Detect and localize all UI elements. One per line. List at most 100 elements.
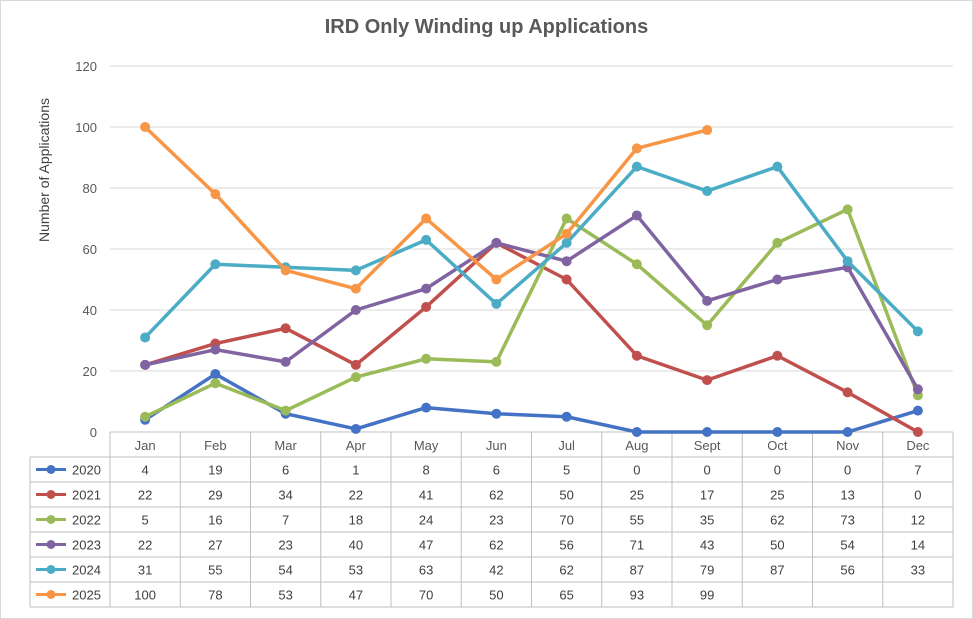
point-2022: [491, 356, 502, 367]
legend-marker: [46, 490, 56, 499]
table-cell: 41: [419, 488, 433, 503]
table-cell: 56: [559, 538, 573, 553]
series-line-2020: [143, 372, 920, 434]
table-cell: 29: [208, 488, 222, 503]
table-cell: 4: [142, 463, 149, 478]
table-cell: 23: [278, 538, 292, 553]
point-2024: [491, 298, 502, 309]
point-2022: [421, 353, 432, 364]
x-tick-label: Sept: [694, 438, 721, 453]
x-tick-label: Oct: [767, 438, 788, 453]
point-2021: [280, 323, 291, 334]
x-tick-label: Jun: [486, 438, 507, 453]
point-2023: [210, 344, 221, 355]
point-2020: [702, 427, 713, 437]
table-cell: 40: [349, 538, 363, 553]
table-cell: 22: [349, 488, 363, 503]
x-tick-label: Aug: [625, 438, 648, 453]
point-2022: [842, 204, 853, 215]
table-cell: 1: [352, 463, 359, 478]
table-cell: 78: [208, 588, 222, 603]
point-2023: [702, 295, 713, 306]
x-tick-label: Apr: [346, 438, 367, 453]
point-2025: [702, 125, 713, 136]
point-2023: [350, 305, 361, 315]
table-cell: 0: [633, 463, 640, 478]
table-cell: 50: [770, 538, 784, 553]
point-2020: [350, 423, 361, 434]
table-cell: 54: [840, 538, 854, 553]
series-line-2024: [143, 164, 920, 340]
table-cell: 73: [840, 513, 854, 528]
table-cell: 34: [278, 488, 292, 503]
point-2023: [421, 283, 432, 294]
table-cell: 42: [489, 563, 503, 578]
table-cell: 55: [630, 513, 644, 528]
legend-label: 2022: [72, 513, 101, 528]
table-cell: 62: [489, 488, 503, 503]
table-cell: 16: [208, 513, 222, 528]
table-cell: 43: [700, 538, 714, 553]
legend-label: 2020: [72, 463, 101, 478]
point-2023: [772, 274, 783, 285]
point-2021: [912, 427, 923, 437]
y-tick-label: 40: [83, 303, 97, 318]
point-2020: [210, 369, 221, 380]
legend-label: 2021: [72, 488, 101, 503]
table-cell: 6: [282, 463, 289, 478]
table-cell: 54: [278, 563, 292, 578]
legend-marker: [46, 540, 56, 549]
table-cell: 23: [489, 513, 503, 528]
y-tick-label: 0: [90, 425, 97, 440]
point-2022: [772, 237, 783, 248]
point-2021: [842, 387, 853, 398]
table-cell: 62: [489, 538, 503, 553]
point-2024: [842, 256, 853, 267]
legend-marker: [46, 515, 56, 524]
point-2024: [140, 332, 151, 343]
series-line-2021: [143, 241, 920, 434]
point-2024: [702, 186, 713, 197]
point-2023: [280, 356, 291, 367]
table-cell: 47: [349, 588, 363, 603]
table-cell: 87: [770, 563, 784, 578]
table-cell: 22: [138, 538, 152, 553]
point-2021: [702, 375, 713, 386]
x-tick-label: Mar: [274, 438, 297, 453]
point-2024: [210, 259, 221, 270]
table-cell: 35: [700, 513, 714, 528]
point-2020: [631, 427, 642, 437]
table-cell: 19: [208, 463, 222, 478]
table-cell: 6: [493, 463, 500, 478]
point-2020: [912, 405, 923, 416]
point-2025: [561, 228, 572, 239]
point-2024: [772, 161, 783, 172]
table-cell: 79: [700, 563, 714, 578]
point-2022: [140, 411, 151, 422]
chart-title: IRD Only Winding up Applications: [324, 16, 649, 38]
point-2022: [702, 320, 713, 331]
legend-label: 2024: [72, 563, 101, 578]
x-tick-label: Jan: [135, 438, 156, 453]
table-cell: 100: [134, 588, 156, 603]
table-cell: 53: [349, 563, 363, 578]
table-cell: 0: [774, 463, 781, 478]
point-2020: [772, 427, 783, 437]
point-2021: [561, 274, 572, 285]
table-cell: 31: [138, 563, 152, 578]
table-cell: 50: [489, 588, 503, 603]
point-2023: [140, 359, 151, 370]
x-tick-label: Nov: [836, 438, 860, 453]
table-cell: 25: [770, 488, 784, 503]
point-2024: [421, 234, 432, 245]
table-cell: 5: [142, 513, 149, 528]
table-cell: 17: [700, 488, 714, 503]
series-line-2023: [143, 213, 920, 392]
y-tick-label: 60: [83, 242, 97, 257]
point-2023: [631, 210, 642, 221]
point-2022: [631, 259, 642, 270]
table-cell: 27: [208, 538, 222, 553]
series-line-2022: [143, 207, 920, 419]
table-cell: 13: [840, 488, 854, 503]
